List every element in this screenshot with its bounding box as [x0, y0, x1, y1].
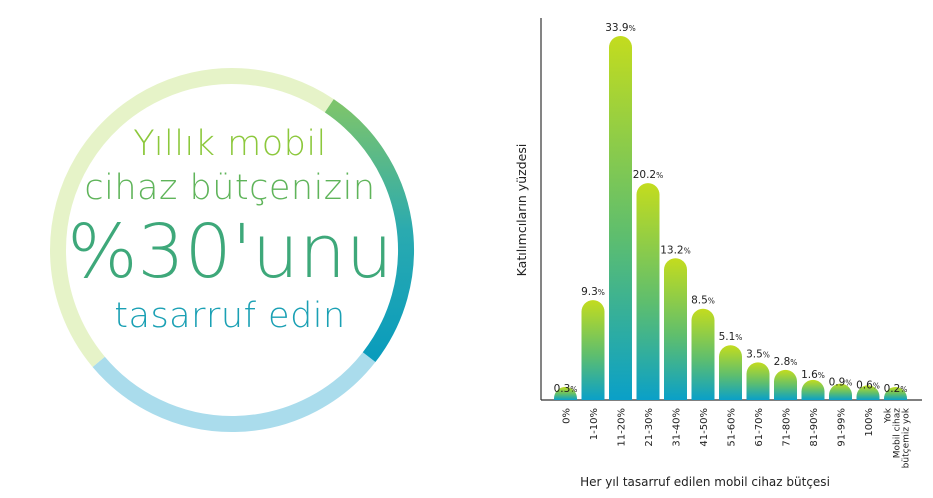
bar — [691, 308, 715, 400]
headline-line-4: tasarruf edin — [114, 296, 346, 336]
bar-value-label: 5.1% — [719, 331, 743, 343]
headline-percent: %30'unu — [67, 209, 393, 295]
bar-value-label: 9.3% — [581, 286, 605, 298]
bar-value-label: 0.9% — [829, 376, 853, 388]
bar — [636, 183, 660, 400]
bar — [856, 385, 880, 400]
x-tick-label: 71-80% — [782, 408, 793, 447]
bar-value-label: 0.6% — [856, 380, 880, 392]
bar-value-label: 0.3% — [554, 383, 578, 395]
x-tick-label: 11-20% — [617, 408, 628, 447]
bar — [554, 386, 577, 400]
ring-fade-segment — [50, 249, 105, 367]
bar-value-label: 20.2% — [633, 169, 664, 181]
bar — [609, 36, 632, 401]
ring-highlight-segment — [324, 99, 414, 363]
x-tick-label: 61-70% — [754, 408, 765, 447]
x-tick-label: 41-50% — [699, 408, 710, 447]
bar — [719, 345, 742, 400]
bar — [774, 369, 797, 400]
y-axis-title: Katılımcıların yüzdesi — [514, 144, 529, 277]
savings-ring — [50, 68, 414, 432]
x-axis-title: Her yıl tasarruf edilen mobil cihaz bütç… — [580, 475, 830, 489]
bar — [746, 362, 770, 400]
x-tick-label: YokMobil cihazbütçemiz yok — [884, 407, 912, 468]
bar-value-label: 13.2% — [660, 244, 691, 256]
x-tick-label: 51-60% — [727, 408, 738, 447]
x-tick-label: 81-90% — [809, 408, 820, 447]
headline-line-2: cihaz bütçenizin — [84, 168, 376, 208]
x-tick-label: 1-10% — [589, 408, 600, 440]
x-tick-label: 100% — [864, 408, 875, 437]
x-tick-label: 31-40% — [672, 408, 683, 447]
bar — [884, 387, 907, 400]
x-tick-label: 91-99% — [837, 408, 848, 447]
bar-value-label: 8.5% — [691, 295, 715, 307]
bar — [581, 300, 605, 400]
headline-line-1: Yıllık mobil — [133, 124, 327, 164]
bar-value-label: 0.2% — [884, 383, 908, 395]
bar-value-label: 33.9% — [605, 22, 636, 34]
ring-light-segment — [50, 68, 334, 251]
bar-value-label: 2.8% — [774, 356, 798, 368]
x-tick-label: 0% — [562, 408, 573, 424]
bar — [801, 379, 825, 400]
bar-value-label: 1.6% — [801, 369, 825, 381]
bar — [664, 258, 687, 400]
x-tick-label: 21-30% — [644, 408, 655, 447]
savings-bar-chart: Katılımcıların yüzdesi Her yıl tasarruf … — [514, 18, 922, 489]
bar-value-label: 3.5% — [746, 348, 770, 360]
bar — [829, 383, 852, 400]
ring-pale-segment — [92, 352, 376, 432]
